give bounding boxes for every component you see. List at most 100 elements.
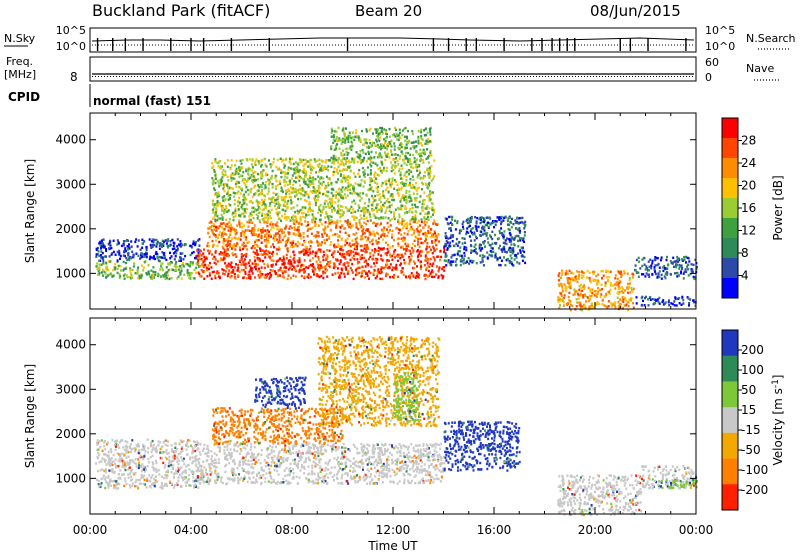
scatter-cell	[403, 162, 406, 165]
scatter-cell	[559, 304, 562, 307]
scatter-cell	[214, 177, 217, 180]
scatter-cell	[397, 138, 400, 141]
scatter-cell	[214, 218, 217, 221]
scatter-cell	[212, 211, 215, 214]
scatter-cell	[399, 263, 402, 267]
scatter-cell	[462, 225, 464, 228]
scatter-cell	[590, 305, 593, 309]
scatter-cell	[220, 179, 223, 182]
scatter-cell	[293, 261, 296, 264]
scatter-cell	[393, 142, 396, 145]
scatter-cell	[255, 209, 258, 212]
scatter-cell	[328, 263, 330, 267]
scatter-cell	[238, 181, 241, 184]
scatter-cell	[226, 222, 229, 226]
scatter-cell	[290, 276, 292, 280]
scatter-cell	[429, 170, 432, 174]
scatter-cell	[347, 185, 350, 188]
scatter-cell	[257, 245, 259, 248]
scatter-cell	[393, 217, 396, 221]
scatter-cell	[413, 232, 415, 235]
scatter-cell	[243, 182, 246, 185]
scatter-cell	[426, 234, 429, 238]
scatter-cell	[264, 163, 267, 166]
scatter-cell	[397, 146, 400, 149]
scatter-cell	[237, 168, 239, 171]
scatter-cell	[326, 238, 328, 241]
scatter-cell	[215, 229, 218, 232]
scatter-cell	[376, 269, 379, 273]
scatter-cell	[385, 200, 388, 203]
scatter-cell	[631, 272, 634, 276]
scatter-cell	[607, 305, 610, 308]
scatter-cell	[512, 237, 515, 241]
scatter-cell	[368, 277, 370, 280]
scatter-cell	[235, 231, 238, 235]
scatter-cell	[221, 171, 224, 174]
scatter-cell	[637, 275, 640, 278]
scatter-cell	[606, 276, 609, 279]
scatter-cell	[511, 217, 513, 221]
scatter-cell	[559, 291, 562, 295]
scatter-cell	[393, 153, 395, 156]
scatter-cell	[412, 251, 415, 254]
scatter-cell	[301, 193, 304, 197]
scatter-cell	[346, 194, 349, 197]
scatter-cell	[222, 183, 225, 186]
scatter-cell	[479, 249, 482, 252]
scatter-cell	[176, 277, 179, 280]
scatter-cell	[162, 244, 165, 247]
scatter-cell	[517, 239, 519, 243]
scatter-cell	[417, 130, 420, 133]
scatter-cell	[382, 146, 385, 149]
scatter-cell	[267, 265, 270, 268]
scatter-cell	[309, 158, 312, 162]
scatter-cell	[213, 256, 216, 259]
scatter-cell	[344, 141, 347, 144]
scatter-cell	[323, 165, 326, 168]
scatter-cell	[349, 258, 352, 262]
scatter-cell	[412, 217, 415, 220]
scatter-cell	[518, 227, 521, 230]
scatter-cell	[686, 296, 689, 299]
scatter-cell	[375, 140, 378, 143]
scatter-cell	[432, 271, 435, 274]
scatter-cell	[265, 243, 268, 246]
scatter-cell	[286, 239, 289, 242]
scatter-cell	[280, 270, 283, 273]
scatter-cell	[330, 240, 333, 244]
scatter-cell	[427, 154, 430, 158]
scatter-cell	[172, 244, 175, 248]
scatter-cell	[172, 252, 175, 255]
scatter-cell	[423, 220, 426, 223]
scatter-cell	[331, 187, 334, 191]
scatter-cell	[423, 134, 426, 137]
scatter-cell	[409, 178, 412, 181]
scatter-cell	[372, 272, 375, 275]
scatter-cell	[154, 257, 156, 261]
scatter-cell	[173, 264, 176, 267]
scatter-cell	[591, 291, 594, 294]
scatter-cell	[254, 208, 256, 211]
scatter-cell	[175, 265, 177, 269]
scatter-cell	[385, 260, 388, 263]
scatter-cell	[369, 187, 372, 190]
scatter-cell	[482, 241, 484, 244]
scatter-cell	[428, 245, 431, 249]
scatter-cell	[569, 282, 572, 285]
scatter-cell	[203, 259, 206, 263]
scatter-cell	[357, 209, 360, 212]
scatter-cell	[161, 239, 164, 242]
scatter-cell	[581, 289, 584, 293]
scatter-cell	[370, 171, 372, 175]
scatter-cell	[310, 252, 313, 255]
scatter-cell	[309, 171, 312, 175]
scatter-cell	[286, 215, 289, 219]
scatter-cell	[130, 245, 133, 248]
scatter-cell	[130, 240, 133, 243]
scatter-cell	[303, 181, 305, 184]
scatter-cell	[468, 219, 471, 223]
scatter-cell	[436, 223, 438, 226]
scatter-cell	[407, 129, 409, 133]
scatter-cell	[417, 259, 420, 262]
